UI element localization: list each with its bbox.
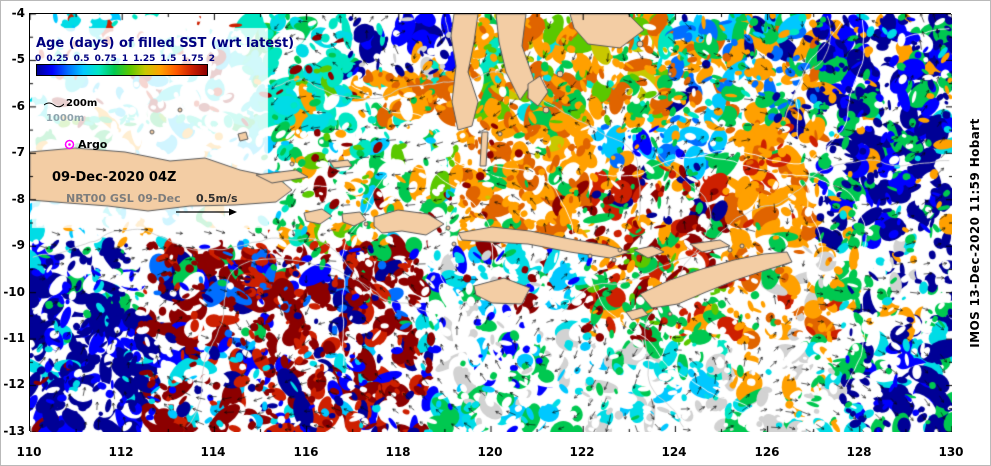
x-tick-label: 124	[661, 445, 687, 459]
colorbar-tick-label: 1.5	[160, 54, 177, 64]
legend: Age (days) of filled SST (wrt latest) 0 …	[30, 14, 950, 430]
x-tick-label: 118	[385, 445, 411, 459]
y-tick-label: -9	[11, 238, 25, 252]
y-tick-label: -4	[11, 6, 25, 20]
colorbar-tick-label: 0.25	[46, 54, 69, 64]
x-tick-label: 112	[108, 445, 134, 459]
x-tick-label: 122	[569, 445, 595, 459]
contour-label-1000m: 1000m	[46, 113, 85, 124]
model-run-label: NRT00 GSL 09-Dec	[66, 192, 181, 205]
y-tick-label: -6	[11, 99, 25, 113]
credit-text: IMOS 13-Dec-2020 11:59 Hobart	[968, 118, 982, 348]
x-tick-label: 130	[938, 445, 964, 459]
sst-field-canvas	[30, 14, 952, 432]
contour-label-200m-group: 200m	[44, 98, 97, 109]
colorbar-tick-label: 1.75	[181, 54, 204, 64]
x-tick-label: 114	[200, 445, 226, 459]
x-tick-label: 126	[754, 445, 780, 459]
colorbar-tick-label: 0.75	[94, 54, 117, 64]
colorbar-tick-label: 0.5	[73, 54, 90, 64]
x-tick-label: 120	[477, 445, 503, 459]
y-tick-label: -5	[11, 52, 25, 66]
colorbar-tick-label: 1	[121, 54, 129, 64]
velocity-scale-arrow-icon	[176, 208, 237, 216]
contour-200m-line-icon	[44, 102, 64, 108]
colorbar	[36, 64, 208, 76]
colorbar-tick-label: 0	[35, 54, 42, 64]
x-tick-label: 128	[846, 445, 872, 459]
legend-title: Age (days) of filled SST (wrt latest)	[36, 36, 295, 51]
x-tick-label: 110	[16, 445, 42, 459]
contour-label-200m: 200m	[66, 98, 98, 109]
velocity-scale-label: 0.5m/s	[196, 192, 238, 205]
y-tick-label: -10	[3, 285, 25, 299]
y-tick-label: -12	[3, 377, 25, 391]
plot-area: Age (days) of filled SST (wrt latest) 0 …	[29, 13, 952, 432]
argo-label: Argo	[78, 138, 108, 151]
argo-marker-group: Argo	[64, 138, 107, 151]
colorbar-tick-label: 1.25	[133, 54, 156, 64]
y-tick-label: -7	[11, 145, 25, 159]
y-tick-label: -11	[3, 331, 25, 345]
colorbar-tick-label: 2	[208, 54, 215, 64]
y-tick-label: -13	[3, 424, 25, 438]
y-tick-label: -8	[11, 192, 25, 206]
datetime-label: 09-Dec-2020 04Z	[52, 170, 177, 185]
argo-marker-icon	[64, 139, 75, 150]
colorbar-tick-labels: 0 0.25 0.5 0.75 1 1.25 1.5 1.75 2	[35, 54, 215, 64]
x-tick-label: 116	[293, 445, 319, 459]
